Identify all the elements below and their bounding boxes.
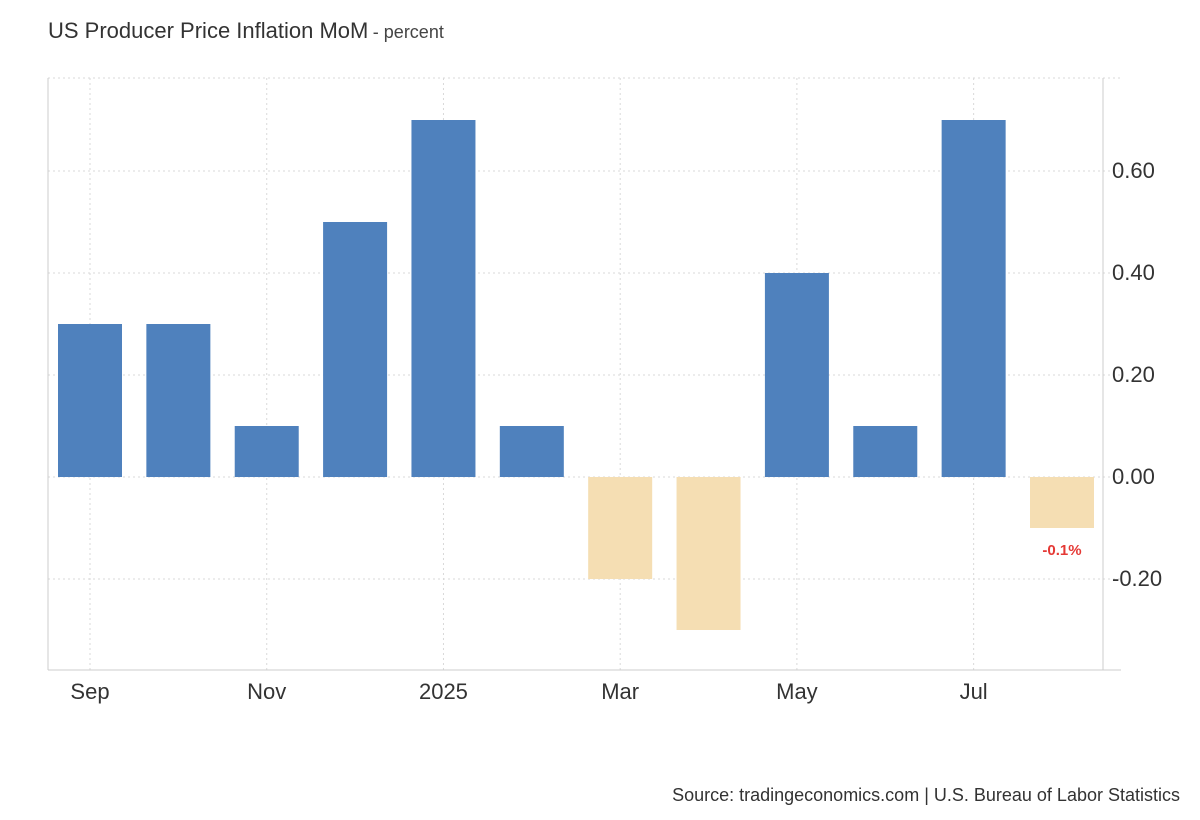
x-tick-label: Nov <box>247 679 286 704</box>
x-axis-ticks: Sep Nov 2025 Mar May Jul <box>70 679 987 704</box>
bar <box>941 120 1006 477</box>
x-tick-label: May <box>776 679 818 704</box>
x-tick-label: Sep <box>70 679 109 704</box>
chart-title: US Producer Price Inflation MoM <box>48 18 369 43</box>
y-tick-label: 0.00 <box>1112 464 1155 489</box>
bar <box>323 222 388 477</box>
y-tick-label: 0.40 <box>1112 260 1155 285</box>
bar <box>1030 477 1094 528</box>
bar <box>58 324 122 477</box>
bar <box>764 273 829 477</box>
x-tick-label: Jul <box>960 679 988 704</box>
source-note: Source: tradingeconomics.com | U.S. Bure… <box>672 785 1180 805</box>
x-tick-label: Mar <box>601 679 639 704</box>
bars <box>58 120 1094 630</box>
bar <box>234 426 299 477</box>
bar <box>676 477 741 630</box>
bar <box>588 477 653 579</box>
chart-subtitle: - percent <box>372 22 444 42</box>
bar <box>853 426 918 477</box>
chart-title-block: US Producer Price Inflation MoM - percen… <box>48 18 444 44</box>
y-axis-ticks: 0.60 0.40 0.20 0.00 -0.20 <box>1112 158 1162 591</box>
last-value-label: -0.1% <box>1042 542 1081 559</box>
y-tick-label: 0.60 <box>1112 158 1155 183</box>
bar <box>411 120 476 477</box>
y-tick-label: -0.20 <box>1112 566 1162 591</box>
x-tick-label: 2025 <box>419 679 468 704</box>
bar <box>146 324 211 477</box>
y-tick-label: 0.20 <box>1112 362 1155 387</box>
bar <box>499 426 564 477</box>
